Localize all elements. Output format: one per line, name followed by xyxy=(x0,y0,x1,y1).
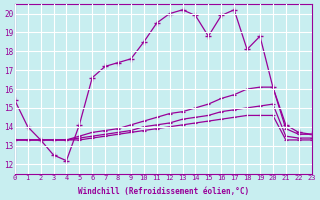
X-axis label: Windchill (Refroidissement éolien,°C): Windchill (Refroidissement éolien,°C) xyxy=(78,187,249,196)
